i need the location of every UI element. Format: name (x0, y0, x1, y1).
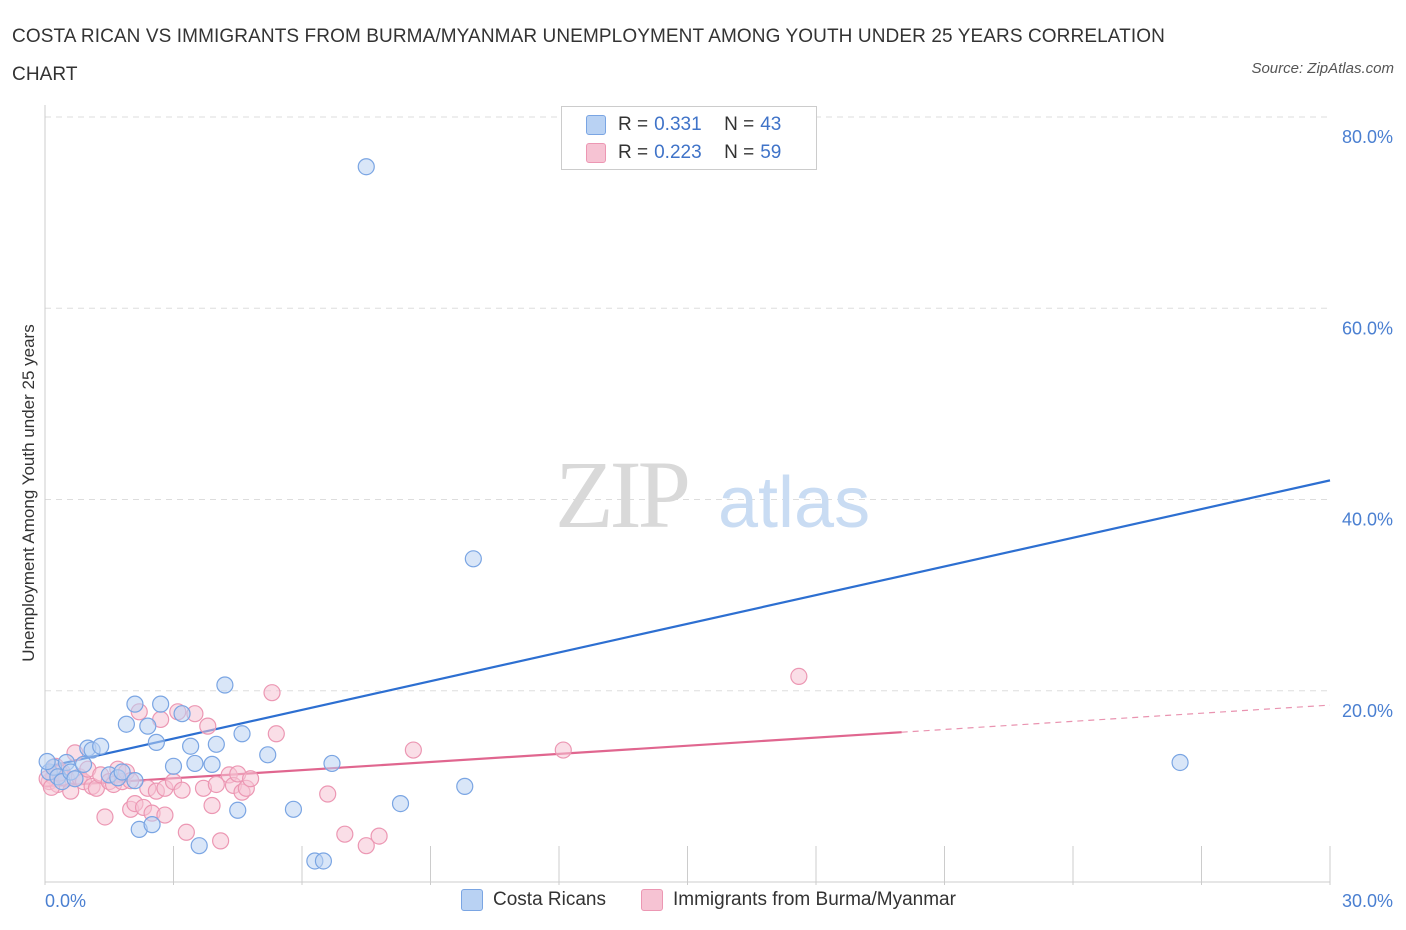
bottom-legend-swatch-pink (641, 889, 663, 911)
costa-rican-point (323, 754, 341, 773)
y-tick-label: 40.0% (1342, 510, 1393, 530)
costa-rican-point (259, 746, 277, 764)
legend-swatch-blue (586, 115, 606, 135)
legend-r-value: 0.223 (654, 142, 702, 163)
costa-rican-point (66, 770, 84, 788)
y-tick-label: 60.0% (1342, 318, 1393, 338)
costa-rican-point (203, 755, 221, 773)
x-tick-max: 30.0% (1342, 891, 1393, 911)
costa-rican-point (357, 158, 375, 176)
legend-swatch-pink (586, 143, 606, 163)
burma-point (177, 823, 195, 841)
legend-n-label: N = (724, 114, 755, 135)
legend-n-value: 59 (760, 142, 782, 163)
costa-rican-point (182, 737, 200, 755)
costa-rican-point (229, 801, 247, 819)
trend-lines (44, 479, 1331, 788)
costa-rican-trend-line (44, 479, 1331, 769)
costa-rican-point (186, 754, 204, 773)
costa-rican-point (113, 763, 131, 781)
watermark-atlas: atlas (718, 463, 870, 543)
y-tick-label: 80.0% (1342, 127, 1393, 147)
watermark-zip: ZIP (555, 441, 688, 548)
bottom-legend-swatch-blue (461, 889, 483, 911)
costa-rican-point (143, 816, 161, 834)
legend-row-burma: R = 0.223 N = 59 (586, 139, 781, 167)
costa-rican-point (74, 755, 93, 773)
y-tick-labels: 20.0% 40.0% 60.0% 80.0% (1342, 127, 1393, 721)
costa-rican-point (126, 695, 144, 713)
burma-point (319, 785, 337, 803)
costa-rican-point (233, 725, 251, 743)
burma-point (212, 832, 230, 850)
watermark: ZIP atlas (555, 441, 870, 548)
y-tick-label: 20.0% (1342, 701, 1393, 721)
costa-rican-point (126, 772, 144, 790)
costa-rican-point (464, 550, 482, 568)
axes (44, 105, 1331, 885)
costa-rican-point (314, 852, 333, 870)
legend-n-label: N = (724, 142, 755, 163)
costa-rican-point (1171, 753, 1189, 772)
costa-rican-point (456, 777, 474, 795)
costa-rican-point (391, 794, 410, 813)
costa-rican-point (139, 717, 157, 735)
burma-point (199, 717, 217, 735)
costa-rican-point (38, 752, 56, 771)
bottom-legend-burma: Immigrants from Burma/Myanmar (641, 889, 956, 911)
costa-rican-point (216, 676, 234, 694)
costa-rican-point (147, 733, 165, 751)
costa-rican-point (190, 837, 208, 855)
burma-point (207, 775, 225, 794)
burma-trend-line-extension (901, 704, 1331, 733)
burma-point (242, 770, 260, 788)
costa-rican-point (207, 735, 225, 753)
burma-point (267, 725, 285, 743)
burma-point (263, 684, 281, 702)
x-tick-min: 0.0% (45, 891, 86, 911)
legend-r-label: R = (618, 142, 649, 163)
costa-rican-point (92, 737, 110, 755)
burma-point (554, 741, 572, 759)
correlation-legend: R = 0.331 N = 43 R = 0.223 N = 59 (561, 106, 817, 170)
burma-point (173, 781, 191, 799)
burma-point (336, 825, 354, 843)
costa-rican-point (164, 757, 183, 775)
burma-point (203, 796, 221, 815)
burma-point (357, 837, 375, 855)
source-label: Source: ZipAtlas.com (1251, 60, 1394, 77)
series-costa-rican-points (38, 158, 1189, 870)
costa-rican-point (117, 715, 135, 733)
bottom-legend-label: Costa Ricans (493, 889, 606, 910)
costa-rican-point (173, 705, 191, 723)
bottom-legend-costa-ricans: Costa Ricans (461, 889, 606, 911)
burma-trend-line (44, 731, 902, 788)
chart-title: COSTA RICAN VS IMMIGRANTS FROM BURMA/MYA… (12, 26, 1165, 85)
burma-point (96, 808, 114, 826)
legend-r-value: 0.331 (654, 114, 702, 135)
burma-point (790, 667, 808, 686)
y-axis-title: Unemployment Among Youth under 25 years (19, 324, 38, 661)
grid-lines (45, 116, 1330, 692)
costa-rican-point (284, 800, 303, 818)
legend-row-costa-ricans: R = 0.331 N = 43 (586, 111, 781, 139)
legend-r-label: R = (618, 114, 649, 135)
burma-point (404, 741, 422, 759)
costa-rican-point (152, 695, 170, 713)
burma-point (156, 806, 174, 824)
legend-n-value: 43 (760, 114, 782, 135)
burma-point (370, 827, 388, 845)
bottom-legend-label: Immigrants from Burma/Myanmar (673, 889, 956, 910)
